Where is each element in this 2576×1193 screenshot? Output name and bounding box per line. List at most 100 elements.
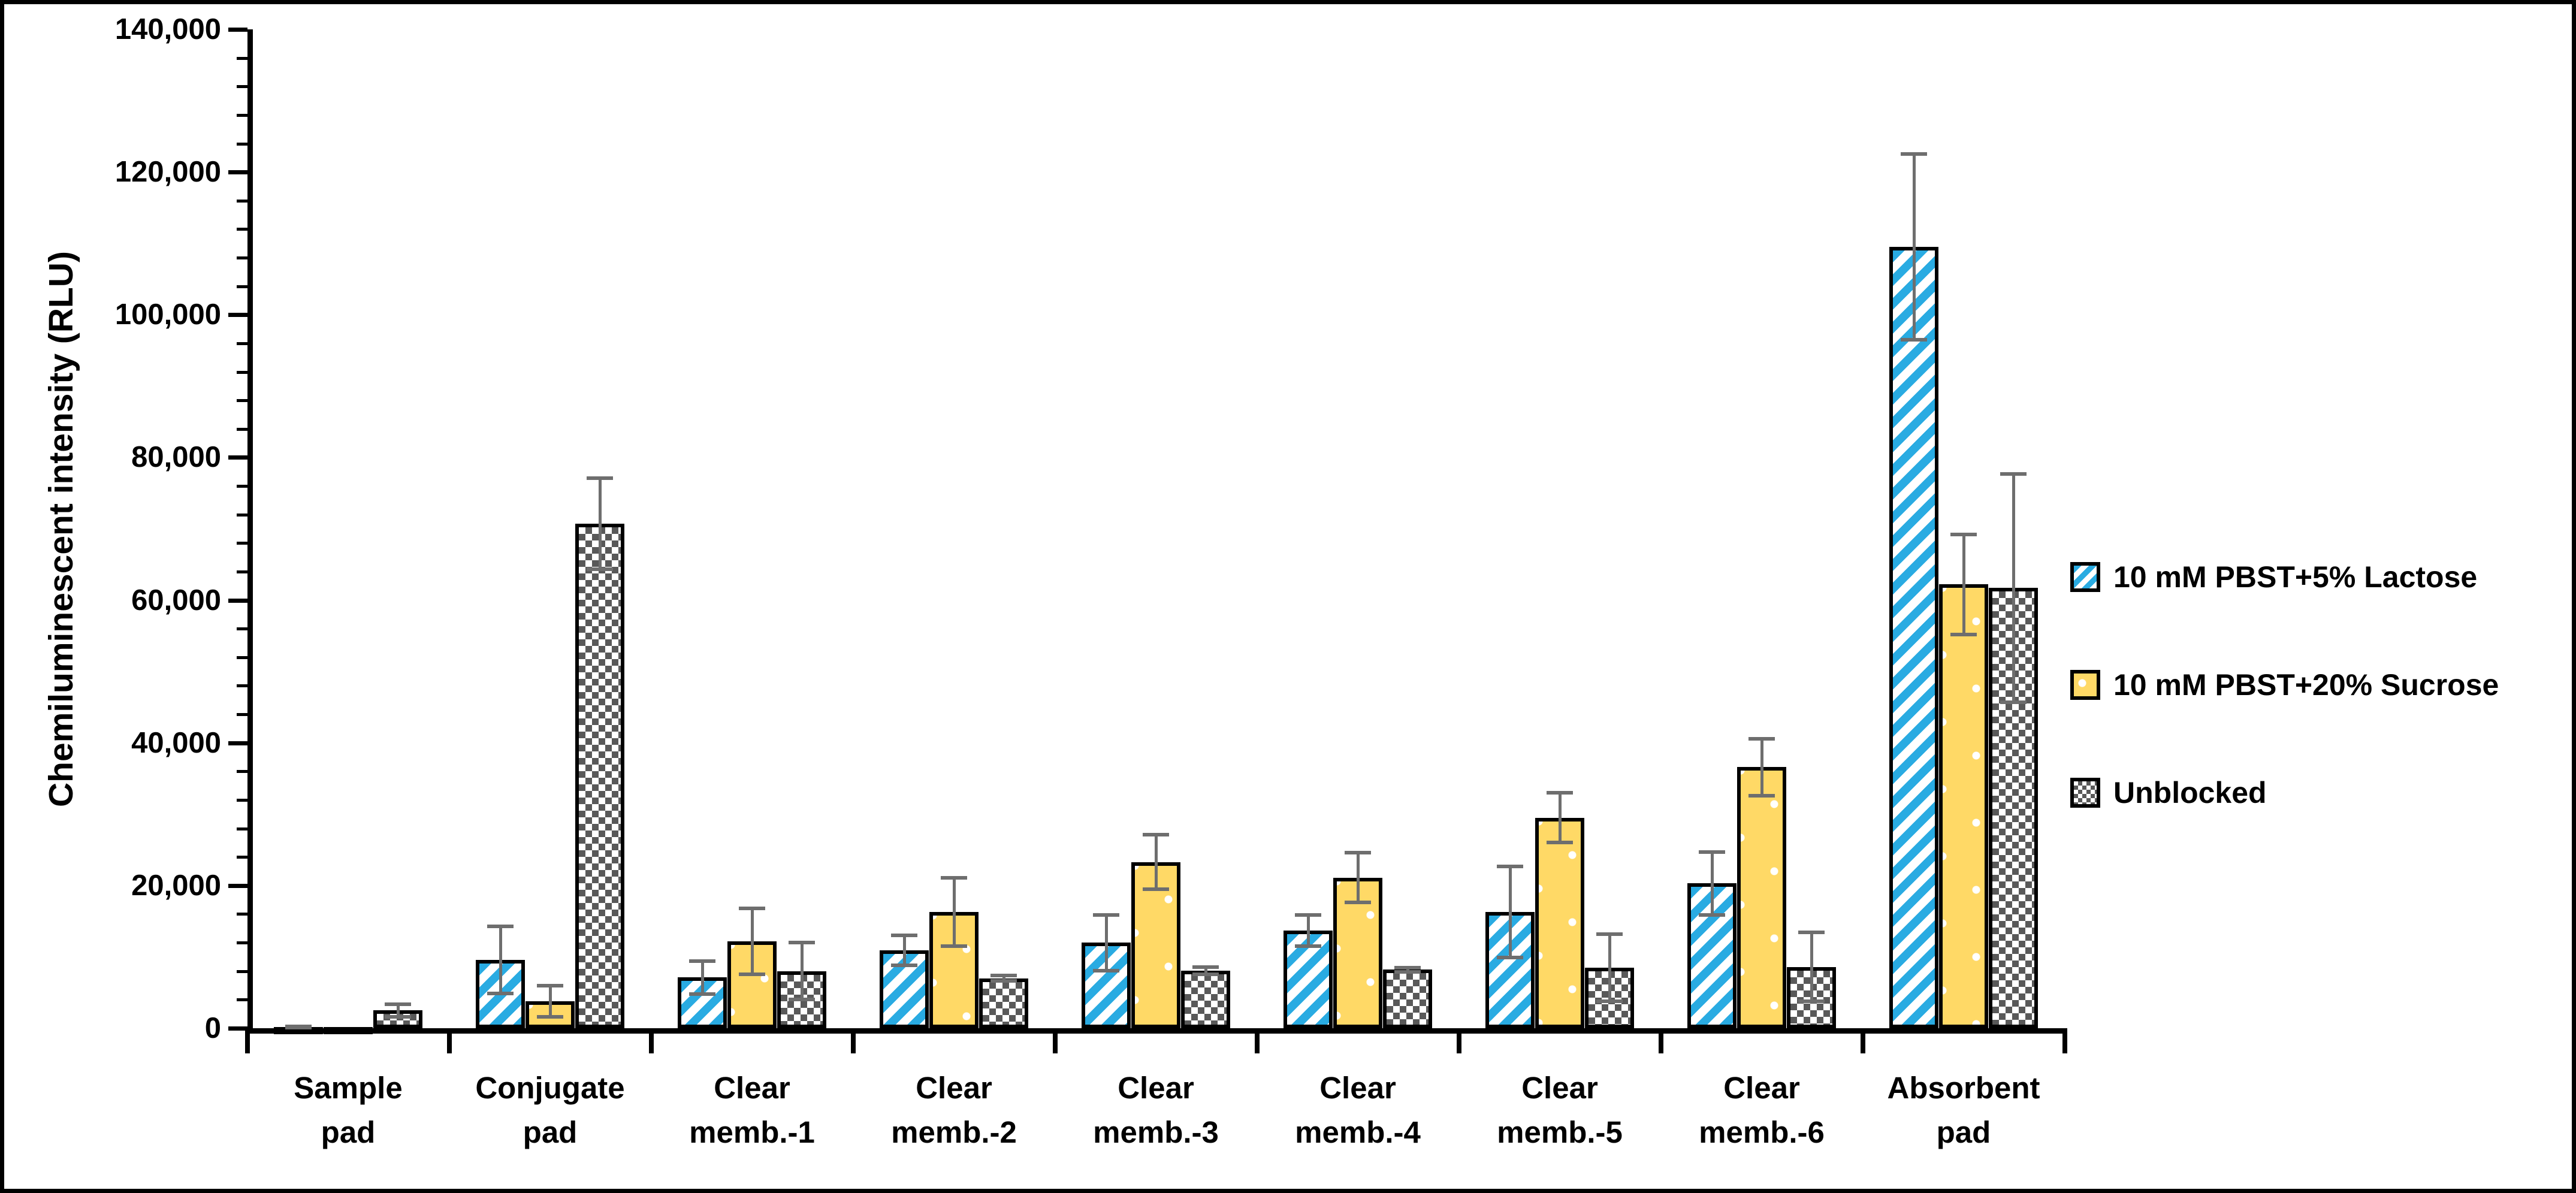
- error-bar-cap-bottom: [487, 991, 514, 995]
- error-bar-cap-bottom: [1394, 969, 1421, 974]
- error-bar-cap-bottom: [537, 1014, 563, 1019]
- legend-label-unblocked: Unblocked: [2113, 776, 2267, 810]
- error-bar-cap-top: [1497, 864, 1523, 868]
- y-tick-label: 60,000: [131, 584, 221, 617]
- y-minor-tick: [237, 542, 247, 545]
- x-category-label: Absorbent pad: [1888, 1066, 2040, 1155]
- error-bar-cap-bottom: [1295, 944, 1321, 949]
- x-category-label: Clear memb.-5: [1497, 1066, 1623, 1155]
- bar-10-mm-pbst-5-lactose: [1687, 883, 1737, 1028]
- error-bar-line: [1711, 851, 1714, 915]
- bar-10-mm-pbst-5-lactose: [1284, 930, 1333, 1028]
- y-minor-tick: [237, 199, 247, 203]
- x-axis-line: [247, 1028, 2065, 1034]
- x-category-label-line: memb.-4: [1295, 1115, 1421, 1149]
- y-minor-tick: [237, 513, 247, 517]
- legend-swatch-sucrose-icon: [2070, 670, 2100, 700]
- error-bar-cap-top: [2000, 472, 2027, 476]
- y-major-tick: [228, 741, 247, 745]
- x-category-label-line: memb.-6: [1699, 1115, 1825, 1149]
- error-bar-cap-top: [1901, 152, 1927, 156]
- y-minor-tick: [237, 827, 247, 830]
- error-bar-cap-top: [789, 941, 815, 945]
- y-minor-tick: [237, 913, 247, 916]
- error-bar-line: [1559, 793, 1562, 843]
- error-bar-cap-top: [1394, 965, 1421, 969]
- error-bar-cap-bottom: [1497, 956, 1523, 960]
- y-tick-label: 80,000: [131, 441, 221, 474]
- error-bar-cap-top: [1345, 851, 1371, 855]
- error-bar-cap-bottom: [385, 1014, 411, 1019]
- x-category-label: Sample pad: [294, 1066, 402, 1155]
- y-major-tick: [228, 170, 247, 175]
- x-boundary-tick: [1861, 1028, 1865, 1053]
- y-minor-tick: [237, 684, 247, 688]
- bar-10-mm-pbst-20-sucrose: [1535, 817, 1584, 1028]
- error-bar-line: [1204, 967, 1207, 974]
- y-minor-tick: [237, 113, 247, 117]
- error-bar-line: [1913, 154, 1916, 340]
- error-bar-cap-bottom: [891, 964, 917, 968]
- error-bar-cap-top: [739, 906, 765, 910]
- error-bar-cap-top: [990, 973, 1017, 977]
- y-minor-tick: [237, 399, 247, 403]
- error-bar-line: [1105, 914, 1108, 971]
- error-bar-cap-top: [941, 875, 967, 880]
- bar-unblocked: [1383, 969, 1432, 1028]
- error-bar-cap-bottom: [2000, 700, 2027, 704]
- error-bar-line: [599, 478, 602, 570]
- legend-swatch-lactose-icon: [2070, 562, 2100, 592]
- error-bar-line: [1406, 967, 1409, 972]
- error-bar-cap-bottom: [739, 972, 765, 976]
- y-minor-tick: [237, 969, 247, 973]
- error-bar-cap-bottom: [1547, 841, 1573, 845]
- x-boundary-tick: [1053, 1028, 1058, 1053]
- error-bar-cap-top: [689, 959, 715, 964]
- legend-label-lactose: 10 mM PBST+5% Lactose: [2113, 560, 2478, 594]
- bar-10-mm-pbst-20-sucrose: [1939, 584, 1988, 1028]
- y-major-tick: [228, 598, 247, 603]
- error-bar-line: [549, 985, 552, 1017]
- bar-10-mm-pbst-20-sucrose: [1737, 767, 1786, 1028]
- y-minor-tick: [237, 285, 247, 288]
- error-bar-cap-top: [1798, 931, 1825, 935]
- legend-swatch-unblocked-icon: [2070, 778, 2100, 808]
- y-major-tick: [228, 883, 247, 888]
- x-boundary-tick: [2062, 1028, 2067, 1053]
- error-bar-line: [1307, 914, 1310, 947]
- x-category-label-line: Clear: [916, 1071, 992, 1105]
- error-bar-cap-bottom: [285, 1026, 312, 1030]
- error-bar-cap-top: [537, 983, 563, 987]
- y-minor-tick: [237, 370, 247, 374]
- error-bar-cap-top: [385, 1002, 411, 1006]
- y-minor-tick: [237, 142, 247, 146]
- error-bar-line: [953, 877, 956, 947]
- x-category-label-line: Sample: [294, 1071, 403, 1105]
- y-minor-tick: [237, 856, 247, 859]
- error-bar-line: [903, 935, 906, 966]
- error-bar-cap-bottom: [1699, 913, 1725, 917]
- x-category-label-line: Absorbent: [1887, 1071, 2040, 1105]
- y-minor-tick: [237, 342, 247, 345]
- x-category-label-line: Clear: [1521, 1071, 1598, 1105]
- bar-unblocked: [979, 978, 1028, 1028]
- x-category-label-line: pad: [1936, 1115, 1991, 1149]
- y-axis-line: [247, 29, 253, 1034]
- x-category-label: Clear memb.-6: [1699, 1066, 1825, 1155]
- y-major-tick: [228, 455, 247, 460]
- y-minor-tick: [237, 998, 247, 1002]
- x-boundary-tick: [1457, 1028, 1461, 1053]
- error-bar-line: [397, 1004, 400, 1017]
- error-bar-line: [1810, 932, 1813, 1001]
- error-bar-cap-bottom: [1950, 632, 1977, 636]
- error-bar-cap-top: [1192, 965, 1219, 969]
- error-bar-cap-bottom: [941, 944, 967, 949]
- bar-10-mm-pbst-20-sucrose: [1131, 862, 1180, 1028]
- error-bar-cap-top: [1748, 736, 1775, 741]
- x-category-label: Clear memb.-4: [1295, 1066, 1421, 1155]
- error-bar-line: [1608, 934, 1611, 1001]
- x-boundary-tick: [649, 1028, 654, 1053]
- error-bar-line: [801, 943, 804, 1000]
- bar-unblocked: [575, 524, 624, 1028]
- y-minor-tick: [237, 256, 247, 260]
